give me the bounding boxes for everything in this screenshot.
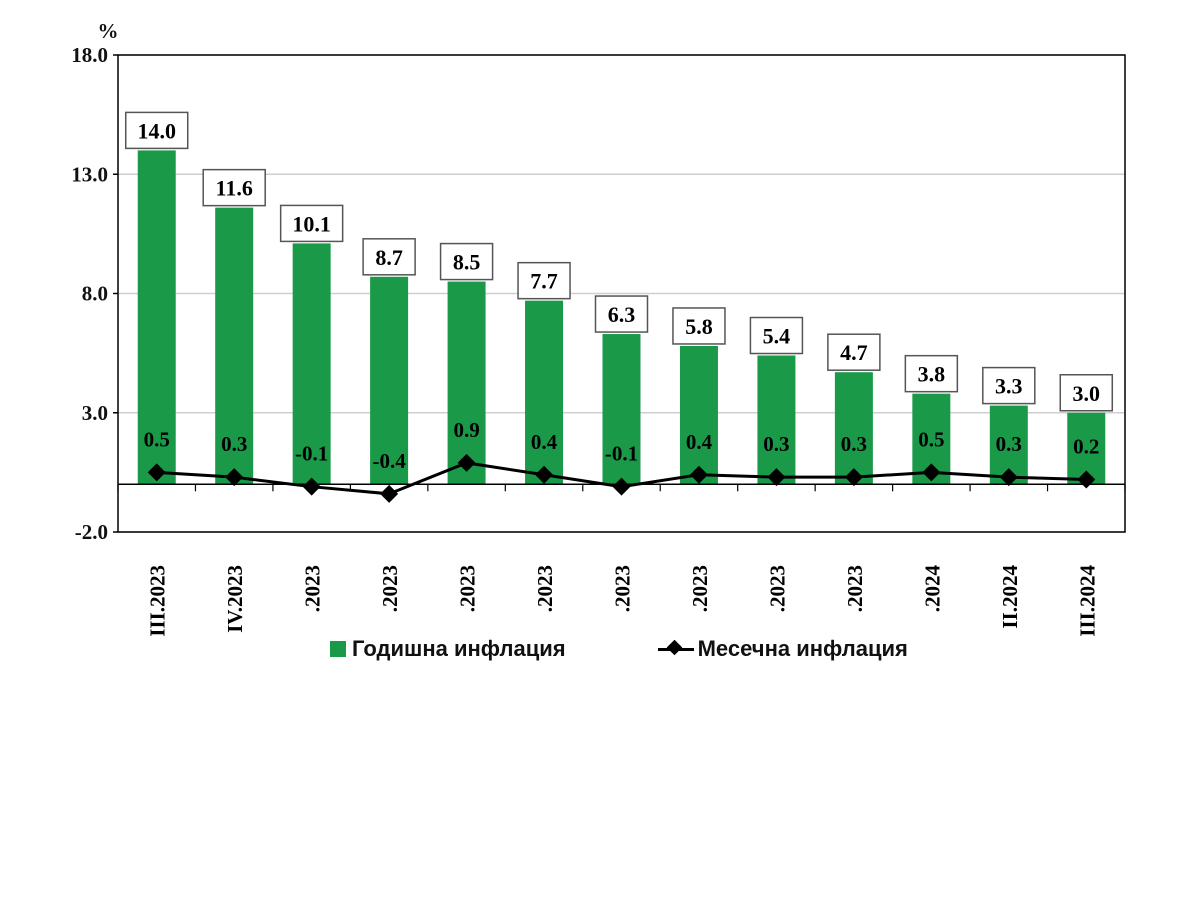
bar-value-label: 4.7 [840, 340, 868, 365]
monthly-value-label: 0.9 [453, 418, 479, 442]
bar-value-box [827, 333, 881, 371]
bar-value-box [202, 168, 266, 207]
monthly-value-label: 0.3 [763, 432, 789, 456]
monthly-point [380, 484, 399, 503]
legend: Годишна инфлация Месечна инфлация [330, 636, 908, 662]
monthly-value-label: -0.4 [372, 449, 406, 473]
legend-marker-monthly [657, 639, 694, 657]
x-category-label: III.2024 [1075, 565, 1099, 637]
x-category-label: .2023 [378, 565, 402, 612]
monthly-value-label: 0.4 [531, 430, 558, 454]
bar [525, 300, 564, 485]
bar-value-box [517, 261, 571, 300]
bar-value-box [124, 111, 189, 150]
bar-value-label: 3.0 [1073, 381, 1101, 406]
x-category-label: II.2024 [998, 565, 1022, 629]
bar-value-label: 3.8 [918, 362, 946, 387]
monthly-point [612, 477, 631, 496]
bar-value-label: 7.7 [530, 269, 558, 294]
y-tick-label: 8.0 [82, 282, 108, 306]
legend-item-monthly: Месечна инфлация [657, 636, 908, 662]
bar-value-label: 5.4 [763, 324, 791, 349]
bar-value-label: 6.3 [608, 302, 636, 327]
bar [137, 150, 176, 485]
bar [447, 281, 486, 485]
bar-value-label: 8.5 [453, 250, 481, 275]
bars [137, 150, 1106, 485]
y-tick-label: 3.0 [82, 401, 108, 425]
monthly-value-label: 0.2 [1073, 435, 1099, 459]
bar [215, 207, 254, 485]
monthly-point [1077, 470, 1096, 489]
legend-label-monthly: Месечна инфлация [697, 636, 908, 661]
monthly-value-label: 0.5 [918, 427, 944, 451]
bar-value-label: 5.8 [685, 314, 713, 339]
bar [292, 243, 331, 485]
x-category-label: .2023 [765, 565, 789, 612]
x-category-label: .2024 [920, 565, 944, 613]
bar [602, 334, 641, 485]
bar [679, 345, 718, 485]
monthly-point [689, 465, 708, 484]
monthly-point [767, 468, 786, 487]
bar-value-label: 3.3 [995, 374, 1023, 399]
x-category-label: .2023 [456, 565, 480, 612]
monthly-point [225, 468, 244, 487]
x-category-label: .2023 [611, 565, 635, 612]
monthly-value-label: 0.4 [686, 430, 713, 454]
bar-value-label: 8.7 [375, 245, 403, 270]
x-category-label: .2023 [533, 565, 557, 612]
monthly-point [457, 453, 476, 472]
legend-swatch-annual [330, 641, 346, 657]
y-tick-label: 18.0 [71, 43, 108, 67]
bar-value-box [1059, 374, 1114, 412]
x-category-label: .2023 [843, 565, 867, 612]
legend-item-annual: Годишна инфлация [330, 636, 566, 662]
legend-label-annual: Годишна инфлация [352, 636, 566, 661]
monthly-point [302, 477, 321, 496]
bar-value-box [904, 354, 959, 393]
bar-value-box [749, 316, 804, 355]
bar-value-box [279, 204, 344, 243]
bar-value-box [672, 307, 726, 345]
x-category-label: .2023 [301, 565, 325, 612]
bar-value-label: 10.1 [292, 211, 331, 236]
monthly-value-label: 0.3 [996, 432, 1022, 456]
data-labels: 14.0 11.6 10.1 8.7 8.5 7.7 6.3 5.8 5.4 4.7 3.8 3.3 3… [124, 111, 1114, 473]
monthly-point [147, 463, 166, 482]
y-tick-label: 13.0 [71, 162, 108, 186]
bar-value-label: 14.0 [137, 118, 176, 143]
monthly-value-label: 0.3 [221, 432, 247, 456]
monthly-point [844, 468, 863, 487]
monthly-value-label: -0.1 [605, 442, 638, 466]
monthly-point [535, 465, 554, 484]
x-category-label: IV.2023 [223, 565, 247, 633]
monthly-point [922, 463, 941, 482]
unit-label: % [98, 19, 119, 43]
x-category-label: .2023 [688, 565, 712, 612]
bar-value-box [439, 242, 494, 281]
bar [757, 355, 796, 485]
monthly-value-label: 0.5 [144, 427, 170, 451]
bar-value-box [982, 366, 1036, 405]
bar-value-label: 11.6 [216, 176, 253, 201]
axes: 18.0 13.0 8.0 3.0 -2.0% III.2023 IV.2023 .2023.… [71, 19, 1099, 637]
monthly-point [999, 468, 1018, 487]
monthly-line [147, 453, 1096, 503]
monthly-value-label: -0.1 [295, 442, 328, 466]
x-category-label: III.2023 [146, 565, 170, 637]
bar [834, 372, 873, 485]
monthly-value-label: 0.3 [841, 432, 867, 456]
y-tick-label: -2.0 [75, 520, 108, 544]
bar-value-box [594, 295, 649, 333]
bar [370, 276, 409, 485]
bar-value-box [362, 238, 416, 276]
